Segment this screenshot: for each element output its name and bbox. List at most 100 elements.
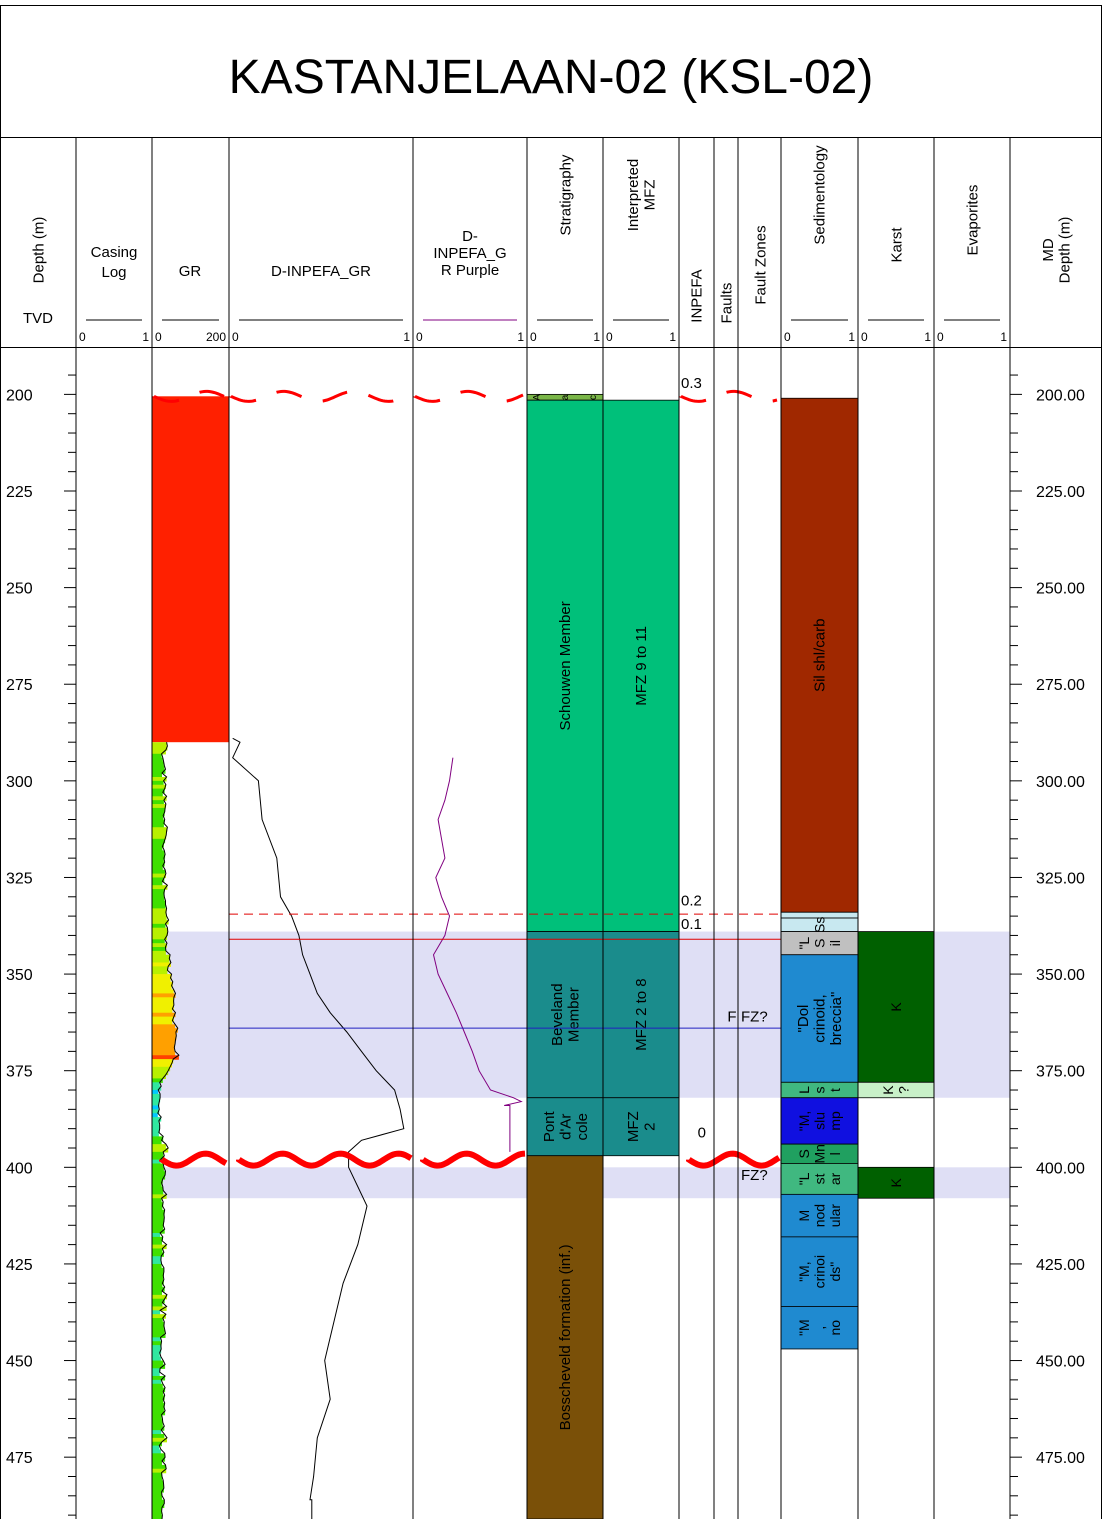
strat-unit-3 [526,1097,604,1157]
gr-fill-band [152,900,166,906]
strat-label-3: Pontd'Arcole [541,1110,591,1142]
gr-fill-band [152,958,170,964]
inpefa-curve [232,737,405,1519]
gr-fill-band [152,804,166,809]
unconformity-base-2 [420,1150,526,1169]
gr-fill-band [152,1020,173,1025]
gr-top-fill [152,396,229,743]
gr-fill-band [152,858,164,863]
depth-tick-label: 225 [6,484,33,501]
scale-min-purple: 0 [416,330,423,344]
gr-fill-band [152,1337,161,1342]
depth-tick-label: 400 [6,1160,33,1177]
gr-fill-band [152,1256,162,1261]
sed-label-8: "Lstar [796,1172,843,1185]
gr-fill-band [152,1175,166,1180]
strat-unit-2 [526,931,604,1099]
gr-fill-band [152,1101,160,1107]
gr-fill-band [152,1410,166,1416]
gr-fill-band [152,757,163,763]
depth-tick-label: 450 [6,1354,33,1371]
gr-fill-band [152,1163,164,1168]
gr-fill-band [152,1302,163,1308]
gr-fill-band [152,1449,161,1454]
gr-fill-band [152,997,174,1002]
gr-fill-band [152,1298,165,1304]
md-tick-label: 400.00 [1036,1160,1085,1177]
gr-fill-band [152,989,174,995]
depth-tick-label: 375 [6,1064,33,1081]
md-tick-label: 300.00 [1036,774,1085,791]
gr-fill-band [152,1507,162,1512]
gr-fill-band [152,1488,164,1493]
gr-fill-band [152,1395,165,1400]
gr-fill-band [152,1499,165,1505]
gr-fill-band [152,1012,176,1018]
gr-fill-band [152,1430,162,1435]
depth-tick-label: 350 [6,967,33,984]
scale-min-casing: 0 [79,330,86,344]
gr-fill-band [152,950,166,956]
gr-fill-band [152,981,173,987]
gr-fill-band [152,792,163,797]
strat-unit-1 [526,399,604,932]
scale-min-strat: 0 [530,330,537,344]
gr-fill-band [152,1209,165,1215]
gr-fill-band [152,974,172,979]
gr-fill-band [152,842,164,848]
gr-fill-band [152,1306,167,1311]
depth-tick-label: 250 [6,581,33,598]
md-tick-label: 425.00 [1036,1257,1085,1274]
gr-fill-band [152,1178,163,1184]
header-casing-l2: Log [101,264,126,281]
sed-label-7: SMnl [796,1144,843,1163]
gr-fill-band [152,1113,158,1118]
fault-zone-label-0: FZ? [741,1009,768,1026]
gr-fill-band [152,1151,164,1157]
gr-fill-band [152,1426,165,1431]
depth-tick-label: 425 [6,1257,33,1274]
header-mfz: InterpretedMFZ [625,159,659,232]
gr-fill-band [152,1035,177,1041]
gr-fill-band [152,1360,164,1366]
scale-min-sed: 0 [784,330,791,344]
gr-fill-band [152,1182,162,1188]
gr-fill-band [152,1515,163,1519]
gr-fill-band [152,919,169,925]
gr-fill-band [152,931,168,937]
strat-top-letter: A [532,394,543,401]
depth-tick-label: 325 [6,870,33,887]
gr-fill-band [152,1171,166,1176]
gr-fill-band [152,1194,167,1199]
gr-fill-band [152,1074,166,1080]
sed-label-0: Sil shl/carb [812,619,829,692]
header-gr: GR [179,263,202,280]
header-depth: Depth (m) [30,217,47,284]
karst-label-0: K [888,1002,904,1012]
gr-fill-band [152,1403,165,1408]
gr-fill-band [152,742,167,747]
gr-fill-band [152,1105,159,1110]
gr-fill-band [152,1190,164,1196]
gr-fill-band [152,877,165,882]
unconformity-top-2 [413,389,524,403]
gr-fill-band [152,865,163,871]
md-tick-label: 200.00 [1036,387,1085,404]
scale-min-inpefa: 0 [232,330,239,344]
gr-fill-band [152,1086,162,1091]
gr-fill-band [152,780,164,786]
gr-fill-band [152,1039,176,1045]
inpefa-label-3: 0 [698,1125,706,1142]
unconformity-top-0 [152,389,225,403]
gr-fill-band [152,1263,162,1269]
gr-fill-band [152,1372,160,1377]
md-tick-label: 375.00 [1036,1064,1085,1081]
gr-fill-band [152,1059,174,1064]
gr-fill-band [152,831,167,836]
gr-fill-band [152,1004,174,1010]
gr-fill-band [152,1345,161,1350]
gr-fill-band [152,1001,174,1006]
gr-fill-band [152,1032,176,1037]
track-headers: Depth (m) TVD Stratigraphy Sedimentology Kar… [23,145,1074,344]
unconformity-top-3 [679,389,778,403]
